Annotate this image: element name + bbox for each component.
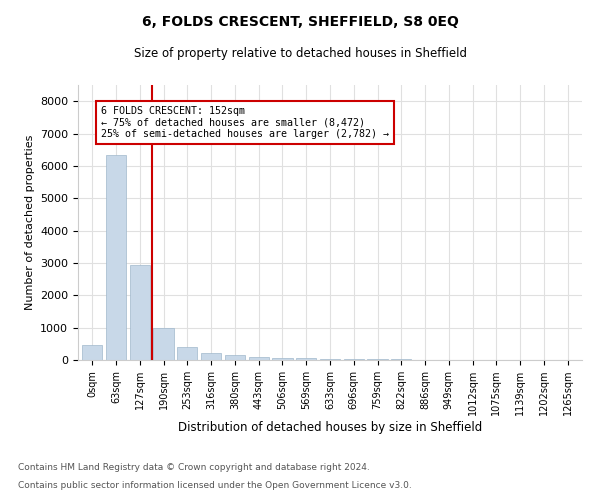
Text: Contains HM Land Registry data © Crown copyright and database right 2024.: Contains HM Land Registry data © Crown c… bbox=[18, 464, 370, 472]
Bar bbox=[154, 328, 173, 360]
Bar bbox=[296, 358, 316, 360]
Bar bbox=[82, 345, 103, 360]
Bar bbox=[177, 348, 197, 360]
Bar bbox=[106, 154, 126, 360]
Bar bbox=[225, 356, 245, 360]
Text: 6 FOLDS CRESCENT: 152sqm
← 75% of detached houses are smaller (8,472)
25% of sem: 6 FOLDS CRESCENT: 152sqm ← 75% of detach… bbox=[101, 106, 389, 139]
Text: 6, FOLDS CRESCENT, SHEFFIELD, S8 0EQ: 6, FOLDS CRESCENT, SHEFFIELD, S8 0EQ bbox=[142, 15, 458, 29]
Bar bbox=[344, 359, 364, 360]
Bar bbox=[130, 264, 150, 360]
Bar bbox=[272, 358, 293, 360]
Bar bbox=[201, 353, 221, 360]
Text: Size of property relative to detached houses in Sheffield: Size of property relative to detached ho… bbox=[133, 48, 467, 60]
X-axis label: Distribution of detached houses by size in Sheffield: Distribution of detached houses by size … bbox=[178, 421, 482, 434]
Bar bbox=[320, 358, 340, 360]
Y-axis label: Number of detached properties: Number of detached properties bbox=[25, 135, 35, 310]
Bar bbox=[248, 357, 269, 360]
Text: Contains public sector information licensed under the Open Government Licence v3: Contains public sector information licen… bbox=[18, 481, 412, 490]
